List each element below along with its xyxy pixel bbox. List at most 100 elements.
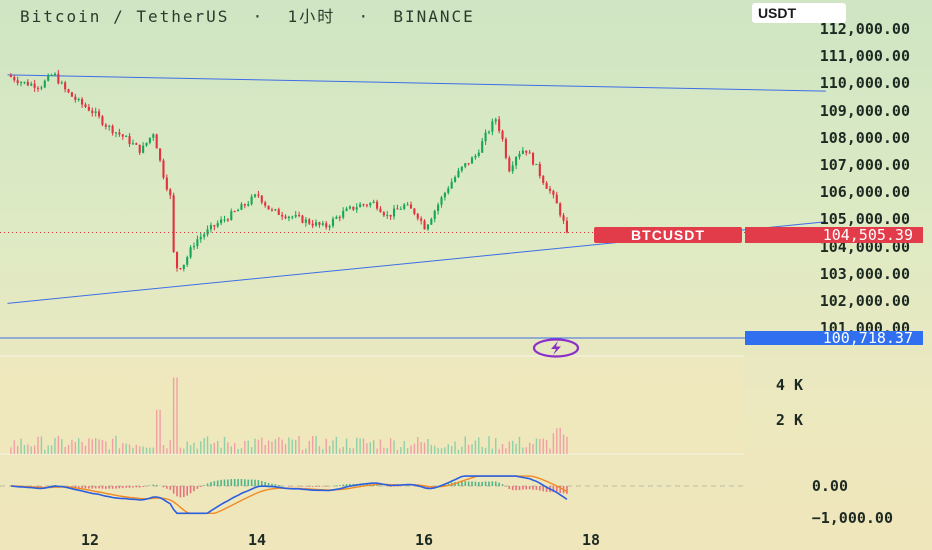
volume-bar	[552, 433, 555, 454]
candle-body	[542, 176, 545, 184]
candle-body	[406, 204, 409, 206]
macd-histogram-bar	[98, 486, 100, 489]
macd-histogram-bar	[203, 485, 205, 486]
volume-bar	[223, 436, 226, 454]
candle-body	[270, 209, 274, 211]
candle-body	[555, 194, 558, 204]
pane-separators	[0, 231, 745, 487]
macd-histogram-bar	[210, 482, 212, 486]
price-tick-label: 103,000.00	[819, 264, 910, 283]
candle-body	[454, 177, 457, 182]
candle-body	[223, 219, 226, 221]
candle-body	[91, 110, 94, 114]
volume-bar	[535, 438, 538, 454]
macd-histogram-bar	[71, 486, 73, 488]
volume-bar	[434, 445, 436, 454]
candle-body	[369, 202, 372, 206]
macd-histogram-bar	[264, 481, 266, 486]
volume-bar	[257, 439, 260, 454]
volume-bar	[81, 441, 83, 454]
volume-bar	[267, 440, 270, 454]
volume-bar	[474, 440, 477, 454]
macd-histogram-bar	[552, 486, 555, 493]
currency-selector[interactable]: USDT	[752, 3, 846, 23]
candle-body	[250, 196, 253, 205]
candle-body	[345, 208, 348, 211]
volume-bar	[545, 440, 548, 454]
candle-body	[179, 268, 182, 270]
macd-histogram-bar	[389, 486, 392, 487]
time-tick-label: 16	[415, 531, 434, 549]
macd-histogram-bar	[491, 481, 494, 486]
macd-histogram-bar	[260, 480, 263, 486]
macd-histogram-bar	[186, 486, 189, 496]
volume-bar	[237, 448, 239, 454]
candle-body	[515, 156, 518, 166]
macd-histogram-bar	[220, 479, 222, 486]
volume-bar	[315, 435, 317, 454]
candle-body	[104, 124, 107, 127]
candle-body	[511, 165, 514, 172]
volume-bar	[549, 448, 551, 454]
candle-body	[196, 239, 199, 247]
candle-body	[470, 157, 474, 164]
last-price-label: 104,505.39	[745, 227, 923, 243]
candle-body	[430, 218, 433, 225]
volume-bar	[105, 441, 107, 454]
macd-line	[10, 475, 568, 515]
candle-body	[389, 214, 392, 217]
volume-bar	[301, 449, 304, 454]
volume-bar	[40, 436, 43, 454]
macd-histogram-bar	[494, 481, 497, 486]
candle-body	[57, 73, 60, 84]
volume-bar	[532, 444, 534, 454]
macd-histogram-bar	[74, 486, 77, 488]
volume-bar	[556, 428, 558, 454]
candle-body	[260, 195, 263, 203]
volume-bar	[413, 443, 416, 454]
volume-bar	[139, 446, 141, 454]
volume-bar	[400, 447, 402, 454]
macd-histogram-bar	[511, 486, 514, 491]
candle-body	[94, 111, 97, 114]
volume-bar	[522, 447, 524, 454]
volume-bar	[230, 446, 232, 454]
candle-body	[426, 224, 429, 230]
volume-bar	[406, 448, 409, 454]
macd-histogram-bar	[545, 486, 548, 492]
macd-histogram-bar	[447, 483, 450, 486]
volume-bar	[322, 449, 324, 454]
flash-circle-icon[interactable]	[532, 338, 580, 358]
volume-bar	[101, 440, 104, 454]
volume-bar	[108, 449, 110, 454]
volume-bar	[274, 439, 277, 454]
candle-body	[365, 204, 368, 206]
volume-bar	[210, 444, 212, 454]
macd-histogram-bar	[216, 480, 219, 486]
candle-body	[267, 205, 270, 210]
candle-body	[481, 141, 484, 153]
volume-bar	[149, 447, 151, 454]
volume-bar	[508, 441, 511, 454]
candle-body	[145, 142, 148, 146]
volume-bar	[481, 446, 483, 454]
volume-bar	[342, 446, 344, 454]
macd-histogram-bar	[345, 484, 348, 486]
volume-bar	[50, 445, 53, 454]
macd-histogram-bar	[559, 486, 561, 494]
candle-body	[216, 223, 219, 227]
volume-bar	[393, 440, 395, 454]
volume-tick-label: 4 K	[775, 376, 803, 394]
candle-body	[328, 225, 331, 228]
candle-body	[138, 144, 141, 153]
macd-histogram-bar	[138, 486, 141, 488]
macd-histogram-bar	[464, 481, 467, 486]
trendlines	[7, 74, 826, 304]
macd-histogram-bar	[105, 486, 107, 489]
volume-bar	[233, 443, 236, 454]
macd-histogram-bar	[535, 486, 538, 490]
volume-bar	[176, 377, 178, 454]
candle-body	[247, 204, 250, 206]
candle-body	[562, 215, 565, 221]
